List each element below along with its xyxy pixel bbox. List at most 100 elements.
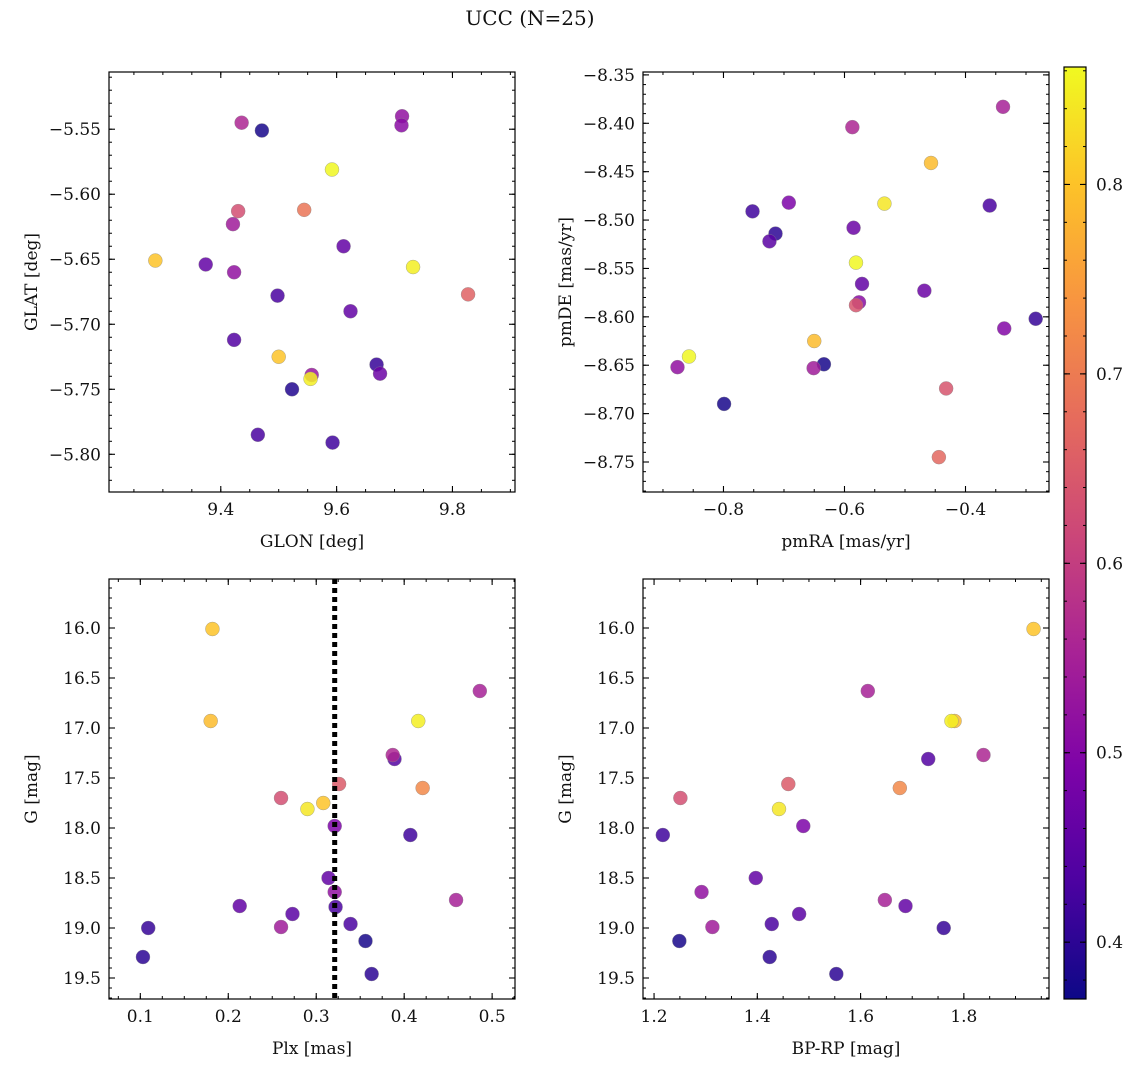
data-point bbox=[385, 747, 400, 763]
data-point bbox=[448, 892, 464, 908]
y-tick-label: 17.0 bbox=[597, 719, 635, 739]
y-tick-label: −8.50 bbox=[583, 211, 635, 231]
y-tick-label: 18.0 bbox=[63, 819, 101, 839]
data-point bbox=[860, 683, 875, 699]
y-axis-label: G [mag] bbox=[556, 754, 576, 823]
x-tick-label: 9.6 bbox=[323, 500, 350, 520]
colorbar-tick-label: 0.6 bbox=[1096, 554, 1123, 574]
y-tick-label: 18.0 bbox=[597, 819, 635, 839]
data-point bbox=[203, 713, 218, 729]
data-point bbox=[976, 747, 991, 763]
data-point bbox=[226, 265, 242, 280]
data-point bbox=[997, 321, 1012, 336]
data-point bbox=[681, 349, 697, 364]
y-tick-label: 19.0 bbox=[63, 919, 101, 939]
x-axis-label: BP-RP [mag] bbox=[792, 1039, 901, 1059]
y-tick-label: 16.5 bbox=[63, 669, 101, 689]
data-point bbox=[936, 920, 951, 936]
colorbar-tick-label: 0.5 bbox=[1096, 744, 1123, 764]
data-point bbox=[403, 827, 418, 843]
data-point bbox=[364, 966, 379, 982]
data-point bbox=[148, 253, 163, 268]
x-tick-label: 1.6 bbox=[847, 1007, 874, 1027]
data-point bbox=[135, 949, 151, 965]
x-tick-label: 1.8 bbox=[950, 1007, 977, 1027]
x-tick-label: 0.1 bbox=[127, 1007, 154, 1027]
data-point bbox=[848, 255, 864, 270]
y-tick-label: −5.70 bbox=[49, 315, 101, 335]
y-tick-label: 19.5 bbox=[597, 969, 635, 989]
y-tick-label: 19.5 bbox=[63, 969, 101, 989]
data-point bbox=[892, 780, 908, 796]
colorbar-tick-label: 0.4 bbox=[1096, 933, 1123, 953]
y-tick-label: −5.65 bbox=[49, 250, 101, 270]
panel-p1: 9.4 9.6 9.8 −5.55 −5.60 −5.65 −5.70 −5.75 −5.80 G… bbox=[22, 71, 516, 552]
colorbar-tick-label: 0.7 bbox=[1096, 365, 1123, 385]
data-point bbox=[806, 360, 821, 376]
y-tick-label: −8.45 bbox=[583, 163, 635, 183]
data-point bbox=[781, 195, 796, 210]
x-axis-label: Plx [mas] bbox=[272, 1039, 352, 1059]
data-point bbox=[938, 381, 954, 396]
data-point bbox=[1028, 311, 1043, 326]
data-point bbox=[807, 333, 822, 349]
x-tick-label: −0.6 bbox=[824, 500, 865, 520]
y-tick-label: 19.0 bbox=[597, 919, 635, 939]
data-point bbox=[877, 196, 892, 211]
data-point bbox=[877, 892, 893, 908]
figure-title: UCC (N=25) bbox=[465, 6, 595, 30]
data-point bbox=[982, 198, 997, 213]
axes-frame bbox=[108, 578, 516, 1000]
data-point bbox=[271, 349, 286, 364]
y-tick-label: 16.0 bbox=[63, 619, 101, 639]
data-point bbox=[394, 118, 409, 133]
x-tick-label: −0.4 bbox=[945, 500, 986, 520]
panel-p4: 1.2 1.4 1.6 1.8 16.0 16.5 17.0 17.5 18.0 18.5 19.0… bbox=[556, 578, 1050, 1059]
colorbar-tick-label: 0.8 bbox=[1096, 175, 1123, 195]
axes-frame bbox=[642, 578, 1050, 1000]
y-tick-label: −5.80 bbox=[49, 445, 101, 465]
y-tick-label: −8.65 bbox=[583, 356, 635, 376]
y-tick-label: 17.5 bbox=[63, 769, 101, 789]
data-point bbox=[748, 870, 763, 886]
data-point bbox=[762, 234, 777, 249]
y-tick-label: −5.55 bbox=[49, 120, 101, 140]
data-point bbox=[472, 683, 487, 699]
x-tick-label: 0.4 bbox=[391, 1007, 418, 1027]
data-point bbox=[324, 162, 340, 177]
y-tick-label: −5.75 bbox=[49, 380, 101, 400]
data-point bbox=[198, 257, 213, 272]
x-tick-label: 0.3 bbox=[303, 1007, 330, 1027]
data-point bbox=[848, 298, 864, 313]
data-point bbox=[285, 906, 300, 922]
x-tick-label: −0.8 bbox=[703, 500, 744, 520]
y-tick-label: 17.0 bbox=[63, 719, 101, 739]
data-point bbox=[234, 115, 249, 130]
data-point bbox=[270, 288, 285, 303]
y-tick-label: −8.75 bbox=[583, 453, 635, 473]
data-point bbox=[781, 776, 796, 792]
y-tick-label: 16.0 bbox=[597, 619, 635, 639]
y-tick-label: 16.5 bbox=[597, 669, 635, 689]
data-point bbox=[694, 884, 709, 900]
data-point bbox=[672, 933, 687, 949]
data-point bbox=[205, 621, 220, 637]
y-tick-label: −8.35 bbox=[583, 66, 635, 86]
data-point bbox=[336, 239, 351, 254]
data-point bbox=[673, 790, 688, 806]
data-point bbox=[1026, 621, 1041, 637]
data-point bbox=[297, 202, 312, 218]
data-point bbox=[303, 371, 318, 387]
data-point bbox=[771, 801, 787, 817]
x-tick-label: 1.4 bbox=[744, 1007, 771, 1027]
data-point bbox=[791, 906, 807, 922]
data-point bbox=[273, 790, 289, 806]
data-point bbox=[325, 435, 340, 450]
data-point bbox=[796, 818, 811, 834]
y-tick-label: −8.60 bbox=[583, 308, 635, 328]
data-point bbox=[405, 259, 421, 275]
data-point bbox=[141, 920, 156, 936]
data-point bbox=[411, 713, 426, 729]
y-tick-label: −8.55 bbox=[583, 259, 635, 279]
